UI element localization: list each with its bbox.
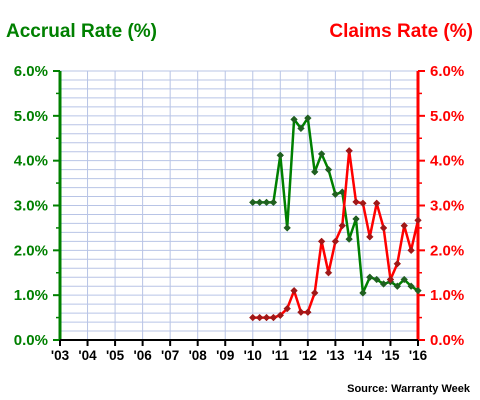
left-y-tick-labels: 0.0% 1.0% 2.0% 3.0% 4.0% 5.0% 6.0% <box>14 63 48 349</box>
data-point <box>269 313 278 322</box>
left-y-tick-label: 2.0% <box>14 242 48 259</box>
data-point <box>359 199 367 208</box>
data-point <box>338 221 347 230</box>
right-y-tick-label: 0.0% <box>430 332 464 349</box>
x-tick-label: '06 <box>133 348 152 363</box>
data-point <box>331 190 340 199</box>
data-point <box>297 308 305 316</box>
data-point <box>366 233 374 241</box>
x-tick-label: '09 <box>216 348 234 363</box>
data-point <box>407 246 415 255</box>
data-point <box>276 151 285 160</box>
x-tick-label: '14 <box>354 348 373 363</box>
data-point <box>345 147 353 155</box>
data-point <box>407 282 415 290</box>
data-point <box>393 282 402 290</box>
right-y-tick-label: 4.0% <box>430 153 464 170</box>
data-point <box>304 308 312 316</box>
data-point <box>269 198 278 207</box>
right-y-tick-label: 1.0% <box>430 287 464 304</box>
right-y-tick-label: 3.0% <box>430 198 464 215</box>
data-point <box>324 268 333 277</box>
data-point <box>414 216 422 225</box>
data-point <box>276 311 285 320</box>
x-tick-label: '03 <box>51 348 70 363</box>
x-tick-label: '07 <box>161 348 179 363</box>
x-tick-label: '04 <box>78 348 97 363</box>
left-axis-title: Accrual Rate (%) <box>6 21 157 42</box>
right-y-tick-label: 2.0% <box>430 242 464 259</box>
data-point <box>386 275 395 284</box>
data-point <box>359 289 367 297</box>
x-tick-label: '16 <box>409 348 428 363</box>
data-point <box>297 124 305 133</box>
right-axis-title: Claims Rate (%) <box>329 21 473 42</box>
data-point <box>249 313 257 322</box>
x-tick-label: '08 <box>189 348 208 363</box>
data-point <box>262 198 271 207</box>
data-point <box>317 150 326 158</box>
right-y-tick-label: 6.0% <box>430 63 464 80</box>
source-note: Source: Warranty Week <box>347 383 471 395</box>
x-tick-label: '15 <box>381 348 400 363</box>
x-tick-label: '12 <box>299 348 317 363</box>
x-tick-label: '05 <box>106 348 125 363</box>
left-y-tick-label: 0.0% <box>14 332 48 349</box>
x-tick-labels: '03 '04 '05 '06 '07 '08 '09 '10 '11 '12 '13 '14 '15 '… <box>51 348 428 363</box>
data-point <box>352 215 360 223</box>
data-point <box>324 165 333 174</box>
data-point <box>290 286 298 295</box>
data-point <box>352 198 360 206</box>
axes <box>53 70 425 346</box>
data-point <box>310 168 319 176</box>
data-point <box>379 280 388 288</box>
left-y-tick-label: 3.0% <box>14 198 48 215</box>
data-point <box>304 114 312 122</box>
data-point <box>393 260 402 268</box>
data-point <box>379 224 388 232</box>
series-claims <box>249 147 422 322</box>
data-point <box>372 199 381 208</box>
left-y-tick-label: 1.0% <box>14 287 48 304</box>
data-point <box>255 198 264 207</box>
left-y-tick-label: 6.0% <box>14 63 48 80</box>
x-tick-label: '10 <box>244 348 262 363</box>
x-tick-label: '11 <box>272 348 290 363</box>
data-point <box>283 224 291 232</box>
data-point <box>400 221 408 230</box>
data-point <box>400 275 408 284</box>
data-point <box>414 286 422 295</box>
x-tick-label: '13 <box>326 348 345 363</box>
right-y-tick-label: 5.0% <box>430 108 464 125</box>
data-point <box>249 198 257 207</box>
left-y-tick-label: 5.0% <box>14 108 48 125</box>
data-point <box>255 313 264 322</box>
data-point <box>283 304 291 313</box>
data-point <box>317 237 326 246</box>
series-layer <box>249 114 422 322</box>
data-point <box>366 273 374 281</box>
right-y-tick-labels: 0.0% 1.0% 2.0% 3.0% 4.0% 5.0% 6.0% <box>430 63 464 349</box>
data-point <box>345 235 353 243</box>
data-point <box>262 313 271 322</box>
data-point <box>372 275 381 284</box>
data-point <box>290 115 298 124</box>
data-point <box>331 237 340 246</box>
grid <box>60 70 418 340</box>
data-point <box>310 289 319 297</box>
left-y-tick-label: 4.0% <box>14 153 48 170</box>
